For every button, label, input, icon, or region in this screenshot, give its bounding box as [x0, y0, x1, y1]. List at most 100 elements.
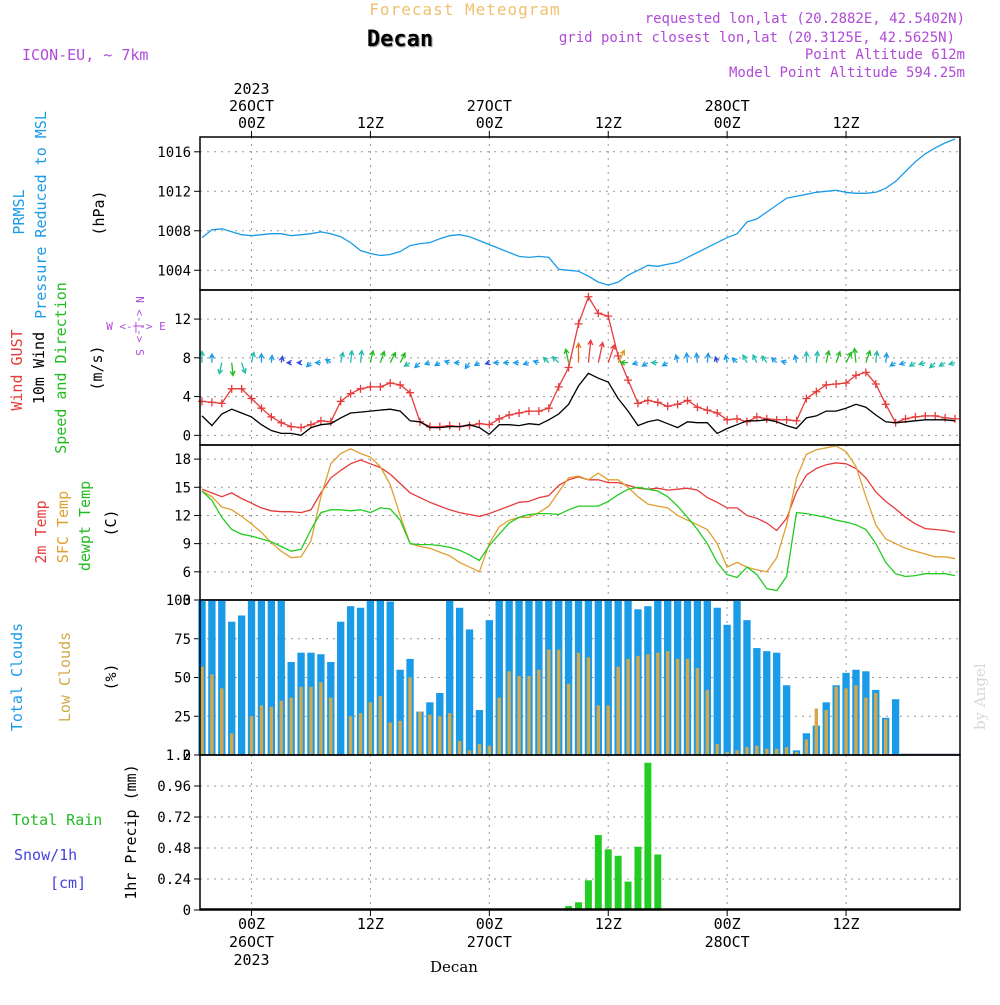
- gust-marker: [851, 371, 860, 380]
- wind-arrow: [403, 361, 411, 367]
- wind-arrow: [898, 360, 906, 367]
- low-cloud-bar: [289, 697, 293, 755]
- wind-arrow: [369, 349, 376, 363]
- rain-bar: [654, 854, 662, 910]
- total-cloud-bar: [485, 620, 494, 755]
- low-cloud-bar: [715, 744, 719, 755]
- low-cloud-bar: [755, 745, 759, 755]
- gust-marker: [663, 402, 672, 411]
- bottom-time-label: 28OCT: [705, 933, 750, 951]
- wind-arrow: [512, 359, 520, 366]
- rain-bar: [584, 880, 592, 910]
- low-cloud-bar: [854, 685, 858, 755]
- gust-marker: [277, 418, 286, 427]
- gust-marker: [247, 394, 256, 403]
- low-cloud-bar: [646, 654, 650, 755]
- low-cloud-bar: [457, 741, 462, 755]
- low-cloud-bar: [824, 710, 828, 755]
- wind-arrow: [780, 359, 787, 366]
- wind-arrow: [443, 359, 450, 366]
- low-cloud-bar: [616, 666, 620, 755]
- gust-marker: [217, 399, 226, 408]
- wind-arrow: [908, 361, 916, 367]
- gust-marker: [356, 384, 365, 393]
- y-tick-label: 0.96: [157, 779, 191, 795]
- gust-marker: [267, 412, 276, 421]
- bottom-time-label: 26OCT: [229, 933, 274, 951]
- wind-arrow: [723, 353, 730, 363]
- low-cloud-bar: [784, 747, 789, 755]
- info-line-altitude: Point Altitude 612m: [805, 47, 965, 63]
- bottom-time-label: 00Z: [238, 915, 265, 933]
- temp-unit: (C): [102, 509, 120, 536]
- panel-1: 1004 1008 1012 1016: [157, 136, 961, 291]
- wind-arrow: [889, 361, 896, 367]
- low-cloud-bar: [507, 671, 511, 755]
- gust-marker: [762, 414, 771, 423]
- y-tick-label: 0.72: [157, 810, 191, 826]
- gust-marker: [197, 397, 206, 406]
- low-cloud-bar: [428, 714, 432, 755]
- low-cloud-bar: [329, 697, 333, 755]
- top-time-label: 00Z: [714, 114, 741, 132]
- wind-unit: (m/s): [88, 345, 106, 390]
- wind-arrow: [704, 352, 711, 363]
- low-cloud-bar: [666, 651, 670, 755]
- total-cloud-bar: [446, 600, 454, 755]
- wind-arrow: [619, 359, 629, 366]
- wind-arrow: [414, 362, 421, 369]
- wind-10m-label: 10m Wind: [30, 332, 48, 404]
- gust-marker: [782, 415, 791, 424]
- y-tick-label: 3: [183, 593, 191, 609]
- y-tick-label: 1004: [157, 263, 191, 279]
- gust-marker: [287, 422, 296, 431]
- gust-marker: [396, 380, 405, 389]
- low-cloud-bar: [745, 747, 749, 755]
- wind-arrow: [883, 351, 890, 363]
- series-2m-temp: [201, 459, 956, 534]
- total-cloud-bar: [782, 685, 791, 755]
- gust-marker: [574, 319, 583, 328]
- low-cloud-bar: [200, 666, 204, 755]
- wind-arrow: [825, 349, 831, 363]
- low-cloud-bar: [319, 682, 323, 755]
- gust-marker: [584, 292, 593, 301]
- wind-dir-label: Speed and Direction: [52, 282, 70, 454]
- total-cloud-bar: [237, 615, 246, 755]
- total-cloud-bar: [455, 607, 464, 755]
- gust-marker: [316, 416, 325, 425]
- gust-marker: [673, 400, 682, 409]
- low-cloud-bar: [477, 744, 482, 755]
- cloud-labels: Total Clouds Low Clouds (%): [8, 623, 120, 731]
- bottom-time-label: 00Z: [714, 915, 741, 933]
- wind-arrow: [379, 350, 386, 363]
- y-tick-label: 100: [166, 593, 191, 609]
- panel-2: 0 4 8 12: [174, 289, 961, 446]
- total-cloud-bar: [763, 651, 771, 755]
- wind-arrow: [241, 362, 247, 375]
- total-cloud-bar: [386, 601, 394, 755]
- rain-bar: [624, 881, 632, 910]
- model-label: ICON-EU, ~ 7km: [22, 46, 148, 64]
- low-cloud-bar: [527, 675, 531, 755]
- low-cloud-bar: [804, 739, 809, 755]
- gust-marker: [554, 382, 563, 391]
- y-tick-label: 0.24: [157, 872, 191, 888]
- total-cloud-bar: [376, 600, 385, 755]
- gust-marker: [653, 398, 662, 407]
- wind-arrow: [305, 361, 312, 368]
- footer-label: Decan: [430, 958, 478, 976]
- wind-arrow: [661, 361, 669, 367]
- bottom-time-label: 2023: [233, 951, 269, 969]
- wind-arrow: [845, 351, 852, 363]
- wind-arrow: [314, 359, 321, 366]
- gust-marker: [723, 415, 732, 424]
- y-tick-label: 25: [174, 709, 191, 725]
- low-cloud-bar: [814, 708, 819, 755]
- low-cloud-bar: [626, 658, 630, 755]
- wind-arrow: [217, 362, 224, 376]
- top-time-label: 27OCT: [467, 97, 512, 115]
- page-title: Decan: [367, 27, 433, 52]
